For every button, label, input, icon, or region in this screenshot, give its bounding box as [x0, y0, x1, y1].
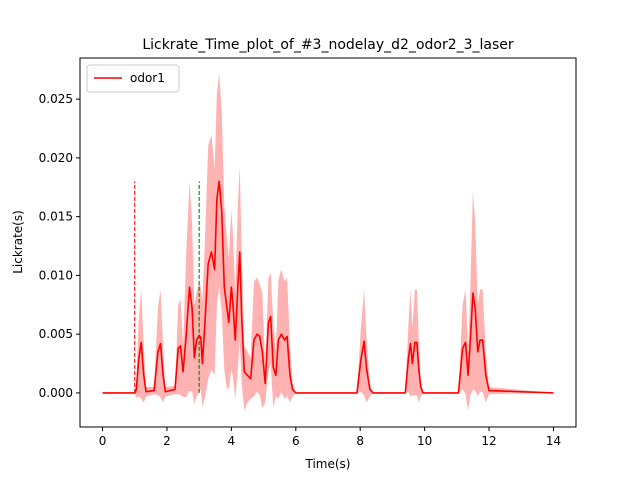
- y-tick-label: 0.010: [39, 268, 73, 282]
- y-axis-label: Lickrate(s): [11, 210, 25, 274]
- x-axis-label: Time(s): [305, 457, 351, 471]
- band-odor1: [102, 73, 554, 411]
- legend-box: [86, 64, 180, 93]
- event-lines-layer: [134, 181, 200, 393]
- x-tick-label: 6: [292, 434, 300, 448]
- series-line-odor1: [102, 180, 554, 394]
- x-tick-label: 0: [99, 434, 107, 448]
- y-tick-label: 0.000: [39, 386, 73, 400]
- y-axis: 0.000 0.005 0.010 0.015 0.020 0.025: [39, 92, 80, 400]
- series-line-layer: [102, 180, 554, 394]
- x-tick-label: 2: [163, 434, 171, 448]
- x-tick-label: 4: [228, 434, 236, 448]
- y-tick-label: 0.025: [39, 92, 73, 106]
- chart-title: Lickrate_Time_plot_of_#3_nodelay_d2_odor…: [142, 37, 514, 53]
- y-tick-label: 0.015: [39, 210, 73, 224]
- y-tick-label: 0.020: [39, 151, 73, 165]
- x-tick-label: 14: [546, 434, 561, 448]
- x-axis: 0 2 4 6 8 10 12 14: [99, 427, 561, 448]
- x-tick-label: 10: [417, 434, 432, 448]
- confidence-band-layer: [102, 73, 554, 411]
- legend: odor1: [86, 64, 180, 93]
- x-tick-label: 8: [356, 434, 364, 448]
- plot-frame: [79, 57, 577, 428]
- y-tick-label: 0.005: [39, 327, 73, 341]
- legend-entry-odor1: odor1: [130, 71, 165, 85]
- x-tick-label: 12: [481, 434, 496, 448]
